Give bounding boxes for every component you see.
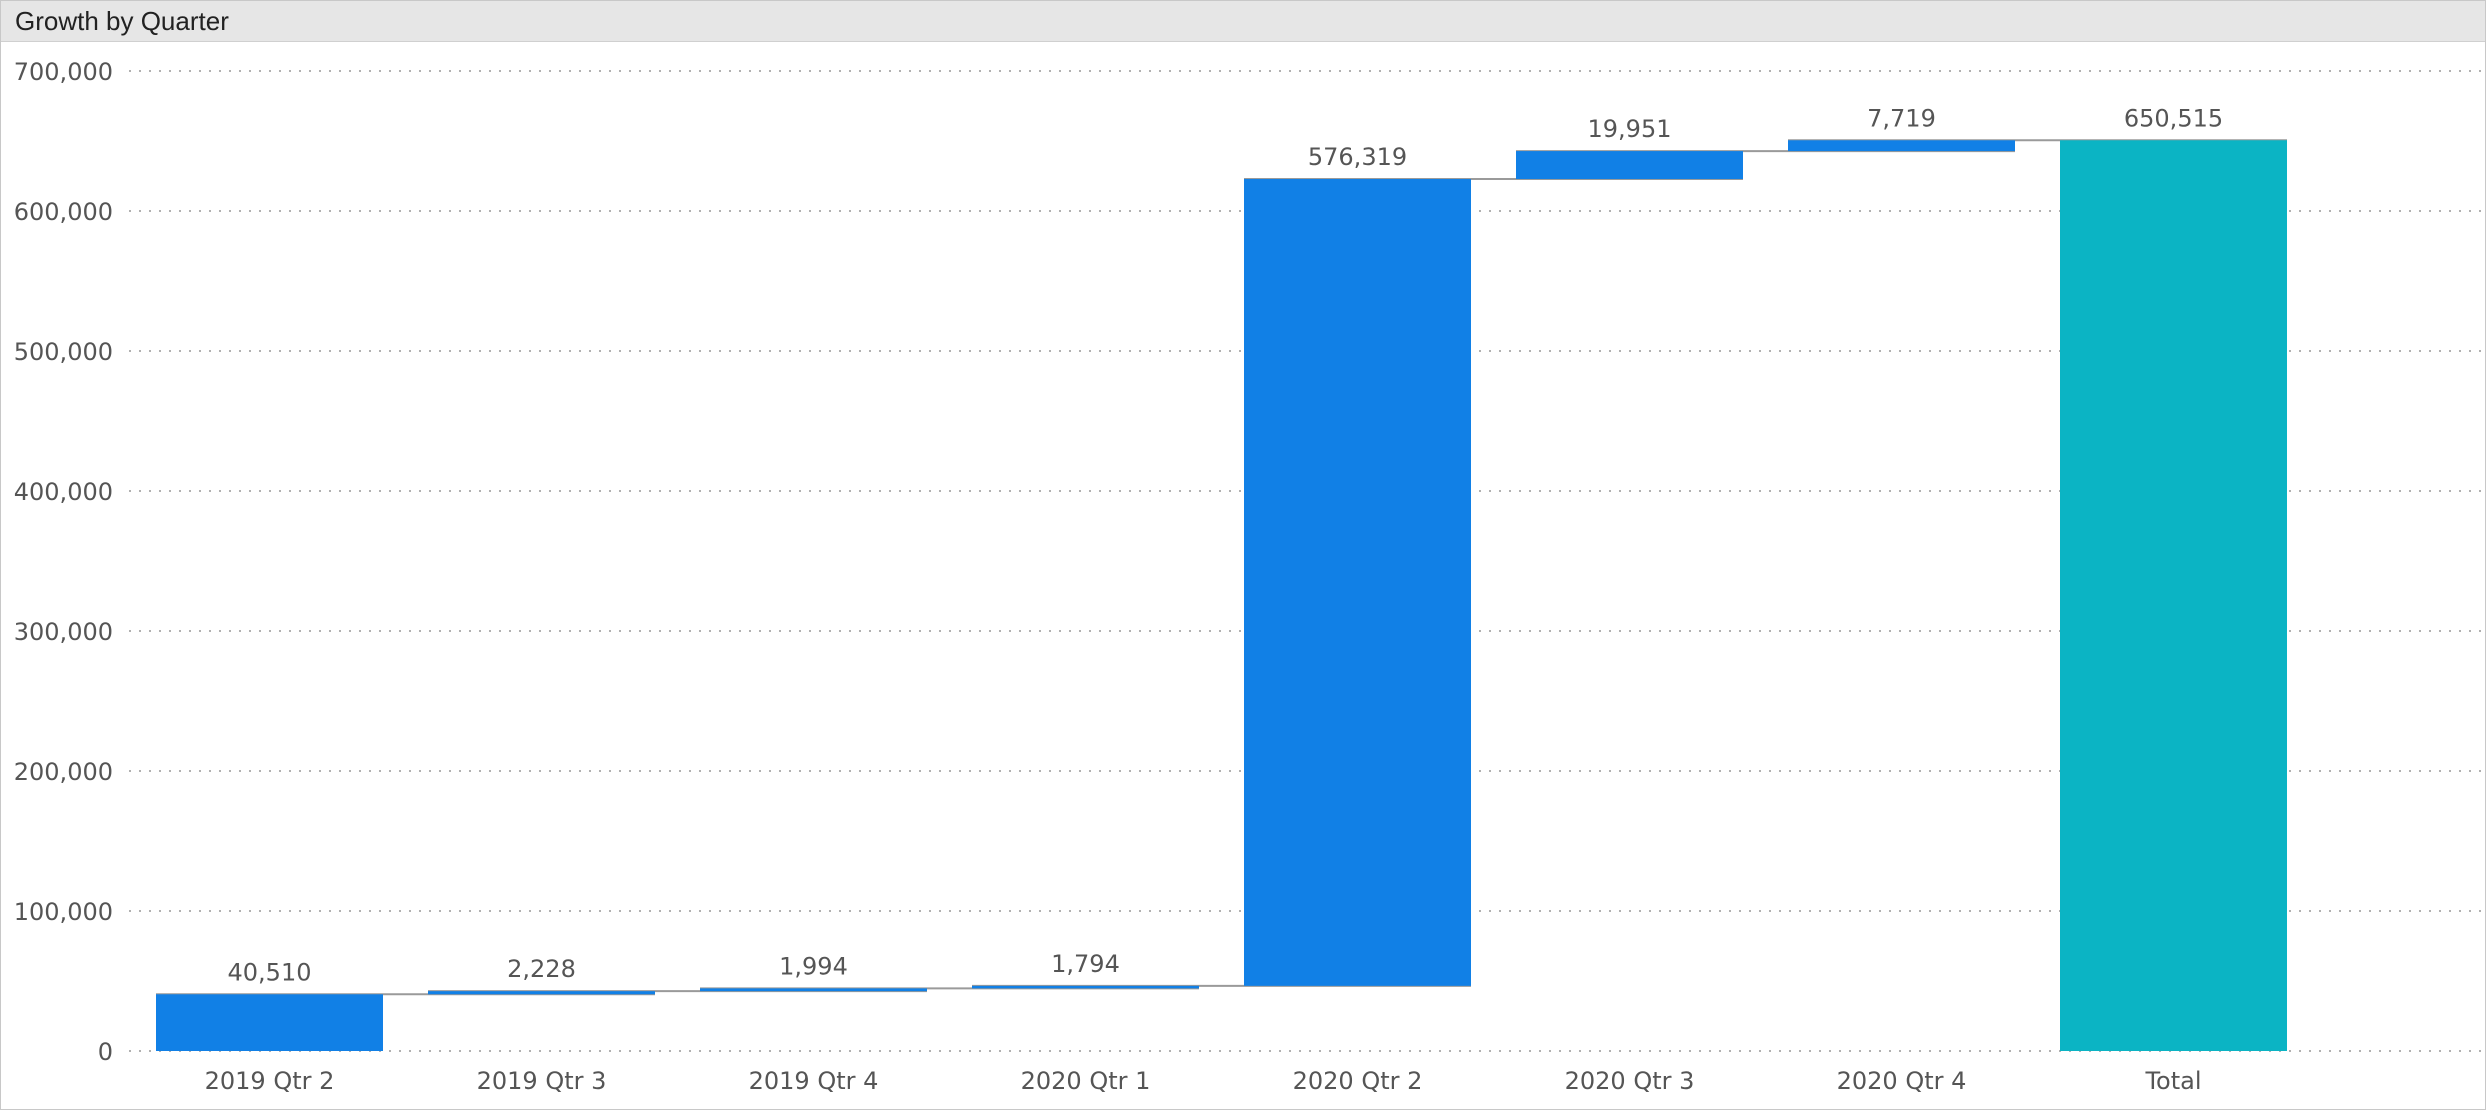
- x-category-label: 2019 Qtr 2: [205, 1067, 335, 1095]
- y-tick-label: 500,000: [14, 338, 113, 366]
- y-tick-label: 600,000: [14, 198, 113, 226]
- x-category-label: 2019 Qtr 4: [749, 1067, 879, 1095]
- x-category-label: 2019 Qtr 3: [477, 1067, 607, 1095]
- y-tick-label: 300,000: [14, 618, 113, 646]
- y-tick-label: 100,000: [14, 898, 113, 926]
- data-label: 40,510: [228, 958, 312, 986]
- data-label: 576,319: [1308, 143, 1407, 171]
- increase-bar: [1244, 179, 1471, 986]
- y-tick-label: 200,000: [14, 758, 113, 786]
- x-category-label: 2020 Qtr 3: [1565, 1067, 1695, 1095]
- increase-bar: [428, 991, 655, 995]
- increase-bar: [700, 988, 927, 992]
- y-tick-label: 0: [98, 1038, 113, 1066]
- y-axis-ticks: 0 100,000 200,000 300,000 400,000 500,000 600,…: [14, 58, 113, 1066]
- increase-bar: [1516, 151, 1743, 180]
- data-label: 1,794: [1051, 950, 1120, 978]
- total-bar: [2060, 140, 2287, 1052]
- increase-bar: [1788, 140, 2015, 152]
- data-label: 19,951: [1588, 115, 1672, 143]
- connectors: [156, 139, 2287, 996]
- panel-header: Growth by Quarter: [1, 1, 2485, 42]
- increase-bar: [972, 985, 1199, 989]
- x-category-label: Total: [2144, 1067, 2201, 1095]
- data-label: 650,515: [2124, 104, 2223, 132]
- data-labels: 40,510 2,228 1,994 1,794 576,319 19,951 7,719 6…: [228, 104, 2224, 986]
- increase-bar: [156, 994, 383, 1051]
- y-tick-label: 400,000: [14, 478, 113, 506]
- chart-title: Growth by Quarter: [15, 6, 229, 36]
- x-category-label: 2020 Qtr 4: [1837, 1067, 1967, 1095]
- bars: [156, 140, 2287, 1052]
- data-label: 1,994: [779, 952, 848, 980]
- data-label: 2,228: [507, 955, 576, 983]
- x-category-label: 2020 Qtr 2: [1293, 1067, 1423, 1095]
- y-tick-label: 700,000: [14, 58, 113, 86]
- x-axis-categories: 2019 Qtr 2 2019 Qtr 3 2019 Qtr 4 2020 Qtr 1…: [205, 1067, 2202, 1095]
- x-category-label: 2020 Qtr 1: [1021, 1067, 1151, 1095]
- data-label: 7,719: [1867, 104, 1936, 132]
